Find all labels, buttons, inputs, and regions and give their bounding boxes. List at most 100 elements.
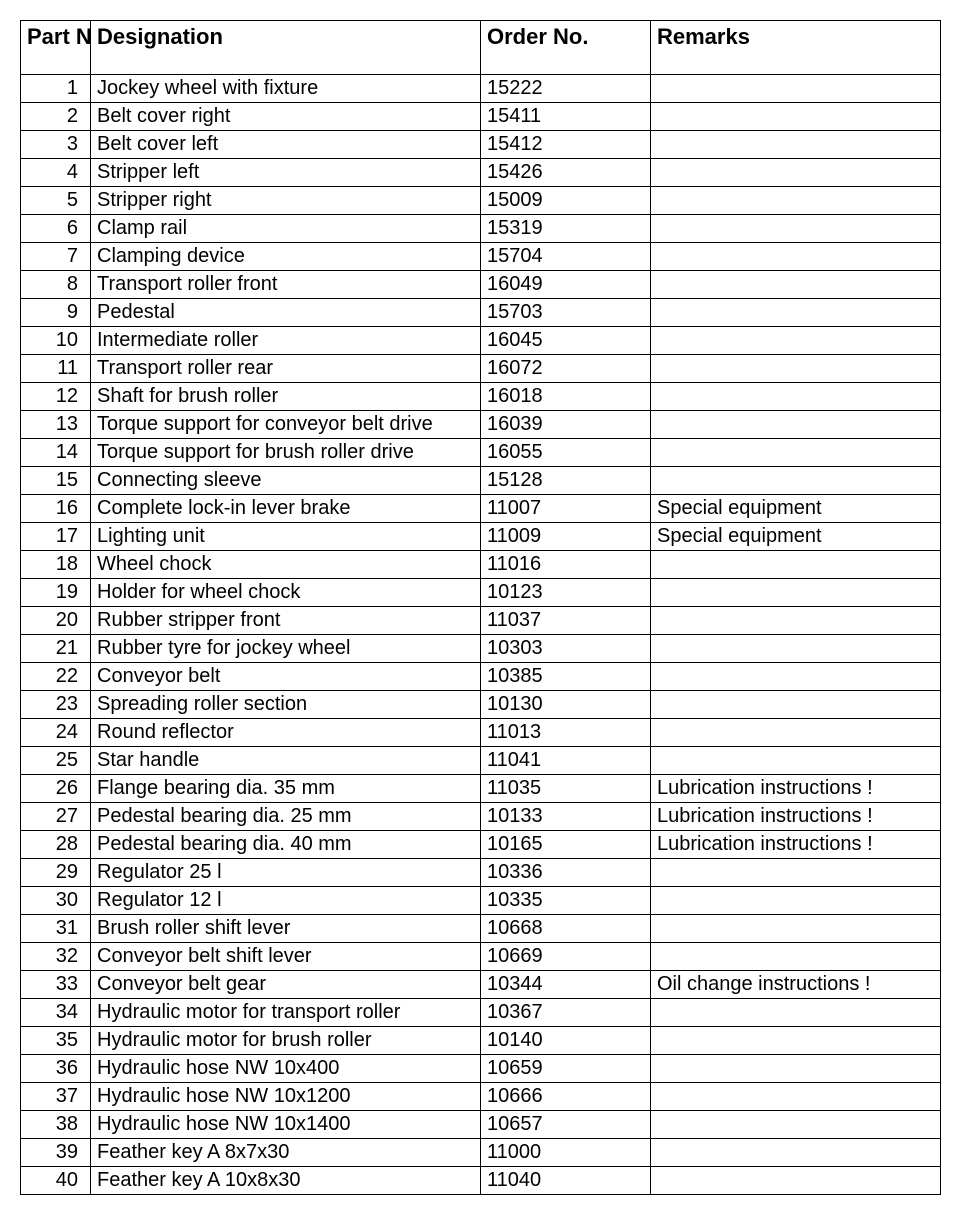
header-row: Part NoDesignationOrder No.Remarks <box>21 21 941 75</box>
table-row: 18Wheel chock11016 <box>21 551 941 579</box>
cell-designation: Star handle <box>91 747 481 775</box>
cell-remarks <box>651 579 941 607</box>
cell-remarks <box>651 1027 941 1055</box>
table-row: 8Transport roller front16049 <box>21 271 941 299</box>
cell-remarks <box>651 383 941 411</box>
cell-designation: Regulator 25 l <box>91 859 481 887</box>
cell-partNo: 25 <box>21 747 91 775</box>
table-row: 14Torque support for brush roller drive1… <box>21 439 941 467</box>
table-row: 1Jockey wheel with fixture15222 <box>21 75 941 103</box>
cell-orderNo: 10140 <box>481 1027 651 1055</box>
cell-remarks <box>651 271 941 299</box>
table-row: 22Conveyor belt10385 <box>21 663 941 691</box>
cell-partNo: 5 <box>21 187 91 215</box>
table-row: 38Hydraulic hose NW 10x140010657 <box>21 1111 941 1139</box>
cell-orderNo: 10303 <box>481 635 651 663</box>
cell-designation: Intermediate roller <box>91 327 481 355</box>
cell-designation: Pedestal <box>91 299 481 327</box>
cell-orderNo: 10367 <box>481 999 651 1027</box>
cell-designation: Stripper left <box>91 159 481 187</box>
cell-partNo: 8 <box>21 271 91 299</box>
cell-partNo: 11 <box>21 355 91 383</box>
cell-remarks <box>651 215 941 243</box>
cell-designation: Jockey wheel with fixture <box>91 75 481 103</box>
cell-orderNo: 10385 <box>481 663 651 691</box>
cell-designation: Belt cover right <box>91 103 481 131</box>
cell-remarks <box>651 943 941 971</box>
table-row: 23Spreading roller section10130 <box>21 691 941 719</box>
table-row: 31Brush roller shift lever10668 <box>21 915 941 943</box>
table-row: 37Hydraulic hose NW 10x120010666 <box>21 1083 941 1111</box>
cell-designation: Shaft for brush roller <box>91 383 481 411</box>
table-row: 26Flange bearing dia. 35 mm11035Lubricat… <box>21 775 941 803</box>
cell-partNo: 33 <box>21 971 91 999</box>
cell-orderNo: 16018 <box>481 383 651 411</box>
cell-partNo: 12 <box>21 383 91 411</box>
cell-orderNo: 10165 <box>481 831 651 859</box>
cell-designation: Regulator 12 l <box>91 887 481 915</box>
cell-orderNo: 10657 <box>481 1111 651 1139</box>
cell-remarks <box>651 607 941 635</box>
header-partNo: Part No <box>21 21 91 75</box>
cell-designation: Complete lock-in lever brake <box>91 495 481 523</box>
cell-partNo: 1 <box>21 75 91 103</box>
cell-orderNo: 11037 <box>481 607 651 635</box>
cell-remarks <box>651 467 941 495</box>
table-row: 10Intermediate roller16045 <box>21 327 941 355</box>
table-row: 29Regulator 25 l10336 <box>21 859 941 887</box>
cell-remarks <box>651 1083 941 1111</box>
cell-remarks <box>651 719 941 747</box>
cell-remarks: Oil change instructions ! <box>651 971 941 999</box>
table-row: 12Shaft for brush roller16018 <box>21 383 941 411</box>
cell-partNo: 2 <box>21 103 91 131</box>
cell-partNo: 15 <box>21 467 91 495</box>
cell-remarks <box>651 635 941 663</box>
table-row: 17Lighting unit11009Special equipment <box>21 523 941 551</box>
cell-designation: Torque support for brush roller drive <box>91 439 481 467</box>
cell-partNo: 13 <box>21 411 91 439</box>
cell-designation: Lighting unit <box>91 523 481 551</box>
table-row: 13Torque support for conveyor belt drive… <box>21 411 941 439</box>
cell-orderNo: 10344 <box>481 971 651 999</box>
cell-remarks <box>651 439 941 467</box>
cell-orderNo: 10668 <box>481 915 651 943</box>
cell-remarks <box>651 131 941 159</box>
cell-designation: Wheel chock <box>91 551 481 579</box>
cell-designation: Feather key A 8x7x30 <box>91 1139 481 1167</box>
cell-designation: Rubber tyre for jockey wheel <box>91 635 481 663</box>
header-remarks: Remarks <box>651 21 941 75</box>
table-row: 24Round reflector11013 <box>21 719 941 747</box>
cell-remarks <box>651 103 941 131</box>
cell-designation: Pedestal bearing dia. 40 mm <box>91 831 481 859</box>
cell-remarks: Special equipment <box>651 523 941 551</box>
cell-remarks <box>651 551 941 579</box>
cell-orderNo: 15704 <box>481 243 651 271</box>
cell-remarks: Lubrication instructions ! <box>651 831 941 859</box>
cell-orderNo: 16039 <box>481 411 651 439</box>
table-row: 33Conveyor belt gear10344Oil change inst… <box>21 971 941 999</box>
table-row: 19Holder for wheel chock10123 <box>21 579 941 607</box>
cell-remarks <box>651 327 941 355</box>
cell-designation: Round reflector <box>91 719 481 747</box>
cell-designation: Belt cover left <box>91 131 481 159</box>
cell-orderNo: 16045 <box>481 327 651 355</box>
cell-orderNo: 11000 <box>481 1139 651 1167</box>
table-row: 5Stripper right15009 <box>21 187 941 215</box>
cell-partNo: 20 <box>21 607 91 635</box>
cell-orderNo: 15319 <box>481 215 651 243</box>
table-row: 39Feather key A 8x7x3011000 <box>21 1139 941 1167</box>
cell-remarks <box>651 1167 941 1195</box>
cell-orderNo: 11040 <box>481 1167 651 1195</box>
cell-partNo: 34 <box>21 999 91 1027</box>
cell-remarks: Lubrication instructions ! <box>651 775 941 803</box>
cell-orderNo: 15426 <box>481 159 651 187</box>
cell-partNo: 17 <box>21 523 91 551</box>
cell-remarks <box>651 355 941 383</box>
cell-remarks <box>651 75 941 103</box>
cell-designation: Rubber stripper front <box>91 607 481 635</box>
cell-designation: Connecting sleeve <box>91 467 481 495</box>
cell-orderNo: 15009 <box>481 187 651 215</box>
table-row: 9Pedestal15703 <box>21 299 941 327</box>
cell-partNo: 32 <box>21 943 91 971</box>
cell-partNo: 4 <box>21 159 91 187</box>
